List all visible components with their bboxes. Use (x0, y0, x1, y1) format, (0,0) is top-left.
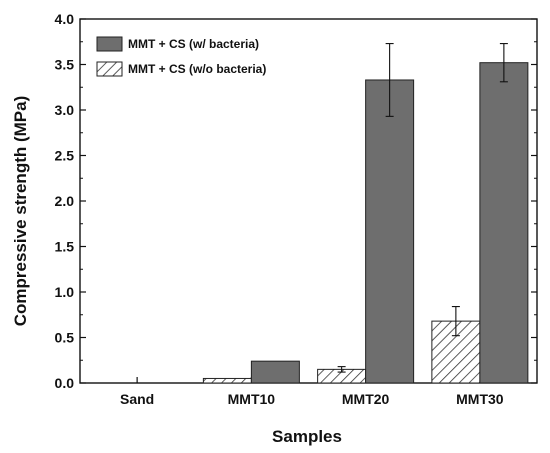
y-tick-label: 0.5 (55, 330, 75, 346)
x-tick-label: MMT20 (342, 391, 390, 407)
y-tick-label: 2.5 (55, 148, 75, 164)
y-tick-label: 0.0 (55, 375, 75, 391)
bar-solid-mmt10 (250, 360, 300, 384)
y-tick-label: 1.5 (55, 239, 75, 255)
bar-hatched-mmt10 (202, 377, 252, 384)
x-tick-label: MMT30 (456, 391, 504, 407)
y-tick-label: 1.0 (55, 284, 75, 300)
x-tick-label: Sand (120, 391, 154, 407)
x-tick-label: MMT10 (228, 391, 276, 407)
legend-label: MMT + CS (w/ bacteria) (128, 37, 259, 51)
y-axis-title: Compressive strength (MPa) (11, 96, 30, 327)
y-tick-label: 3.0 (55, 102, 75, 118)
bar-solid-mmt20 (365, 79, 415, 384)
legend-swatch-hatched (96, 61, 123, 77)
bar-solid-mmt30 (479, 62, 529, 384)
y-tick-label: 2.0 (55, 193, 75, 209)
y-tick-label: 4.0 (55, 11, 75, 27)
y-tick-label: 3.5 (55, 57, 75, 73)
legend-label: MMT + CS (w/o bacteria) (128, 62, 266, 76)
x-axis-title: Samples (272, 427, 342, 446)
legend-swatch-solid (96, 36, 123, 52)
plot-area: 0.0 0.5 1.0 1.5 2.0 2.5 3.0 3.5 4.0 Sand MMT10 MMT2… (55, 11, 538, 407)
